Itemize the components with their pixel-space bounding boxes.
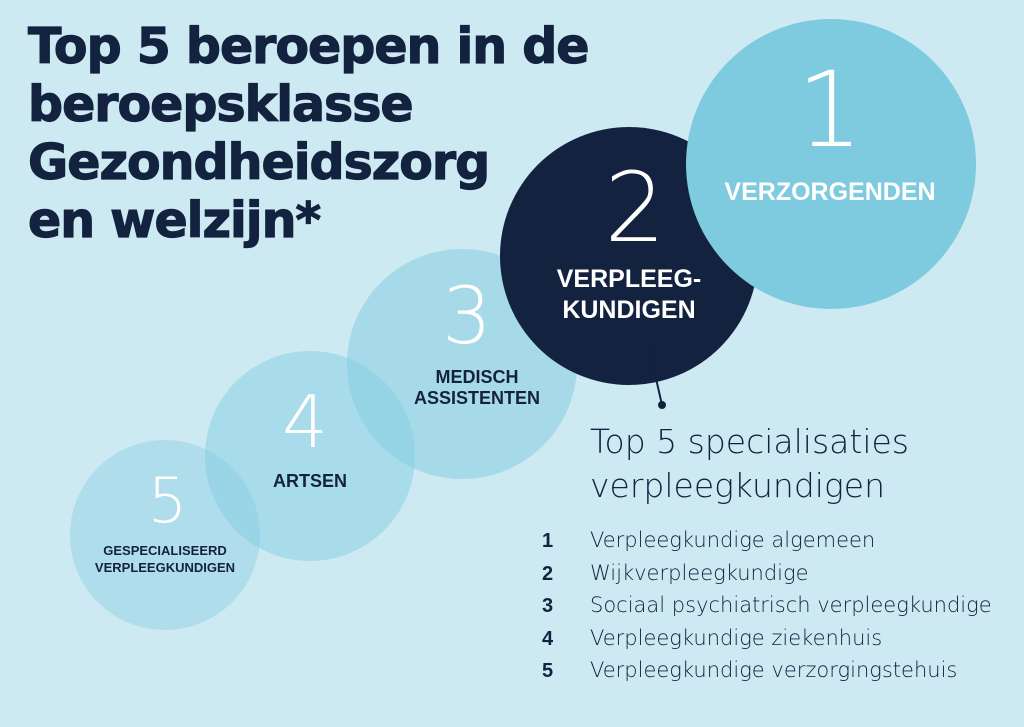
- list-item-label: Verpleegkundige verzorgingstehuis: [590, 658, 958, 682]
- list-item: 4 Verpleegkundige ziekenhuis: [542, 626, 1012, 659]
- rank-5-label: GESPECIALISEERD VERPLEEGKUNDIGEN: [94, 543, 236, 575]
- list-item-number: 5: [542, 660, 554, 682]
- list-item: 3 Sociaal psychiatrisch verpleegkundige: [542, 593, 1012, 626]
- list-item-number: 4: [542, 627, 554, 650]
- specialisaties-list: 1 Verpleegkundige algemeen 2 Wijkverplee…: [542, 528, 1012, 691]
- connector-stroke: [649, 351, 663, 406]
- rank-2-number: 2: [604, 152, 666, 264]
- rank-4-number: 4: [282, 380, 328, 464]
- rank-3-label: MEDISCH ASSISTENTEN: [413, 367, 541, 408]
- rank-5-circle: [70, 440, 260, 630]
- specialisaties-title: Top 5 specialisaties verpleegkundigen: [590, 422, 909, 505]
- list-item-label: Verpleegkundige ziekenhuis: [590, 625, 883, 650]
- rank-5-number: 5: [147, 464, 188, 537]
- rank-4-label: ARTSEN: [272, 471, 347, 491]
- rank-4-circle: [205, 351, 415, 561]
- list-item-number: 2: [542, 562, 554, 585]
- rank-1-number: 1: [796, 49, 864, 171]
- list-item-label: Wijkverpleegkundige: [590, 560, 809, 585]
- list-item-number: 1: [542, 530, 554, 552]
- rank-3-number: 3: [442, 272, 492, 362]
- page-title: Top 5 beroepen in de beroepsklasse Gezon…: [27, 17, 590, 249]
- rank-1-circle: [686, 19, 976, 309]
- rank-1-label: VERZORGENDEN: [724, 178, 936, 206]
- list-item-number: 3: [542, 595, 554, 617]
- list-item-label: Sociaal psychiatrisch verpleegkundige: [590, 593, 992, 617]
- list-item: 1 Verpleegkundige algemeen: [542, 528, 1012, 561]
- connector-dot-bottom: [658, 401, 666, 409]
- rank-2-label: VERPLEEG- KUNDIGEN: [556, 265, 702, 324]
- list-item: 5 Verpleegkundige verzorgingstehuis: [542, 658, 1012, 691]
- list-item: 2 Wijkverpleegkundige: [542, 561, 1012, 594]
- list-item-label: Verpleegkundige algemeen: [590, 528, 876, 552]
- connector-line: [646, 348, 666, 409]
